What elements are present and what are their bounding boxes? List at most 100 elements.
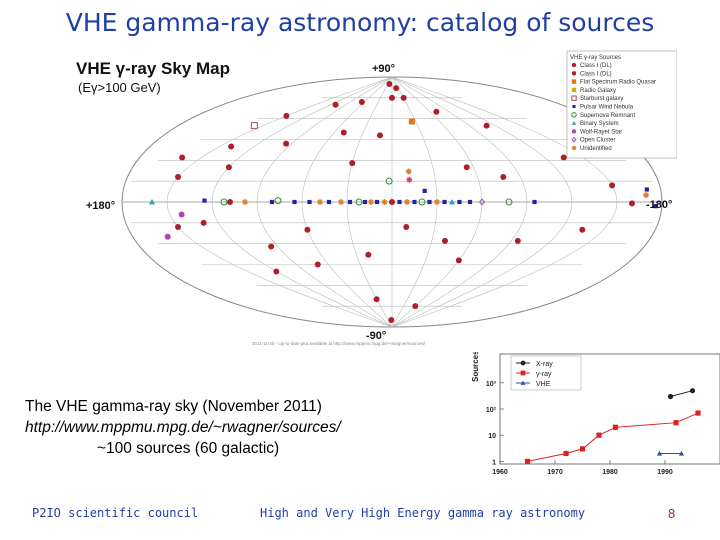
source-marker: [388, 317, 395, 324]
source-marker: [457, 199, 462, 205]
footer-left: P2IO scientific council: [32, 506, 199, 520]
growth-xtick: 1970: [547, 469, 563, 476]
source-marker: [609, 182, 616, 189]
source-marker: [292, 199, 297, 205]
legend-label: Radio Galaxy: [580, 88, 616, 94]
source-marker: [628, 200, 635, 207]
source-marker: [467, 199, 473, 205]
caption-line-1: The VHE gamma-ray sky (November 2011): [25, 398, 322, 415]
label-right: -180°: [646, 199, 672, 211]
source-marker: [273, 268, 280, 275]
growth-ytick: 1: [492, 459, 496, 466]
sky-map-subtitle: (Eγ>100 GeV): [78, 80, 161, 95]
growth-point: [524, 458, 531, 464]
source-marker: [200, 219, 207, 226]
source-marker: [514, 237, 521, 244]
source-marker: [376, 132, 383, 139]
legend-marker: [571, 120, 577, 125]
source-marker: [175, 174, 182, 180]
source-marker: [532, 199, 537, 205]
source-marker: [418, 198, 426, 206]
source-marker: [227, 199, 233, 205]
source-marker: [412, 199, 417, 205]
source-marker: [408, 118, 415, 125]
source-marker: [178, 211, 185, 218]
growth-xtick: 1960: [492, 469, 508, 476]
caption-url[interactable]: http://www.mppmu.mpg.de/~rwagner/sources…: [25, 419, 341, 436]
source-marker: [500, 174, 507, 180]
source-marker: [579, 226, 586, 233]
growth-legend-marker: [520, 370, 526, 376]
source-marker: [268, 243, 275, 250]
source-marker: [250, 122, 258, 130]
legend-label: Supernova Remnant: [580, 113, 635, 119]
label-left: +180°: [86, 200, 115, 212]
sky-map-legend: VHE γ-ray Sources Class I (DL) Class I (D…: [566, 50, 677, 159]
legend-label: Wolf-Rayet Star: [580, 129, 622, 135]
legend-label: Flat Spectrum Radio Quasar: [580, 80, 656, 86]
legend-marker: [571, 87, 577, 93]
legend-marker: [571, 71, 577, 76]
legend-label: Class I (DL): [580, 63, 612, 69]
growth-ytick: 10³: [486, 381, 497, 388]
source-marker: [560, 154, 567, 161]
source-marker: [228, 143, 235, 150]
growth-point: [596, 432, 602, 438]
sky-map-sources: [149, 80, 658, 324]
source-marker: [412, 303, 419, 310]
legend-marker: [571, 129, 577, 134]
source-marker: [164, 233, 171, 240]
source-marker: [179, 154, 186, 161]
source-marker: [389, 94, 395, 101]
growth-ylabel: Sources: [471, 352, 480, 382]
legend-marker: [571, 95, 577, 101]
source-marker: [427, 199, 432, 205]
source-marker: [283, 140, 290, 147]
growth-point: [673, 420, 679, 426]
source-marker: [175, 224, 182, 230]
source-marker: [393, 85, 400, 92]
growth-ytick: 10²: [486, 407, 497, 414]
growth-xtick: 1980: [602, 469, 618, 476]
source-marker: [362, 199, 368, 205]
source-marker: [434, 199, 440, 205]
source-marker: [386, 80, 393, 87]
source-marker: [433, 108, 440, 115]
legend-marker: [571, 145, 577, 151]
growth-point: [563, 450, 569, 457]
growth-series-line: [670, 390, 693, 397]
legend-marker: [571, 136, 577, 143]
legend-header: VHE γ-ray Sources: [570, 55, 621, 61]
source-marker: [397, 199, 402, 205]
source-marker: [225, 164, 232, 171]
source-marker: [317, 199, 323, 205]
source-marker: [405, 168, 412, 175]
legend-label: Binary System: [580, 121, 619, 127]
source-marker: [283, 112, 290, 119]
legend-label: Starburst galaxy: [580, 96, 623, 102]
source-marker: [274, 197, 282, 205]
source-marker: [442, 199, 447, 205]
source-marker: [505, 198, 513, 206]
source-marker: [242, 199, 248, 205]
source-marker: [422, 188, 427, 193]
legend-marker: [571, 62, 577, 68]
source-marker: [644, 187, 649, 192]
source-marker: [463, 164, 470, 171]
source-marker: [269, 199, 275, 205]
source-marker: [653, 204, 658, 209]
source-marker: [314, 261, 321, 268]
legend-label: Class I (DL): [580, 71, 612, 77]
growth-point: [667, 393, 674, 400]
source-marker: [358, 99, 365, 105]
source-marker: [406, 176, 413, 183]
source-marker: [400, 94, 407, 101]
source-marker: [326, 199, 332, 205]
source-marker: [347, 199, 353, 205]
source-marker: [403, 224, 410, 230]
growth-ytick: 10: [488, 433, 496, 440]
source-marker: [355, 198, 363, 206]
growth-point: [612, 424, 619, 430]
growth-xtick: 1990: [657, 469, 673, 476]
source-marker: [373, 296, 380, 303]
